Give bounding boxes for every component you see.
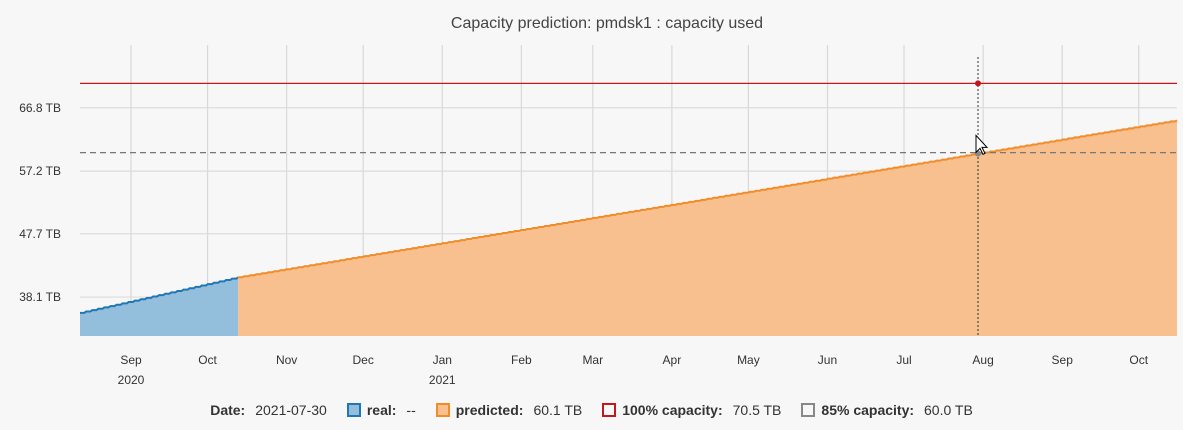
cursor-marker-capacity bbox=[975, 80, 982, 87]
legend-predicted[interactable]: predicted: 60.1 TB bbox=[435, 402, 583, 418]
x-tick-label: Jan bbox=[433, 353, 452, 367]
threshold-lines bbox=[80, 82, 1177, 154]
legend-real-label: real: bbox=[366, 402, 397, 418]
area-predicted bbox=[238, 120, 1177, 336]
hover-cursor bbox=[975, 57, 989, 336]
area-real bbox=[80, 277, 239, 336]
legend-cap85-value: 60.0 TB bbox=[924, 402, 973, 418]
mouse-pointer-icon bbox=[975, 134, 989, 156]
x-year-label: 2020 bbox=[118, 373, 145, 387]
x-tick-label: Apr bbox=[663, 353, 682, 367]
legend-real-swatch bbox=[346, 403, 361, 417]
legend-real-value: -- bbox=[406, 402, 416, 418]
legend-predicted-swatch bbox=[435, 403, 450, 417]
legend-cap85[interactable]: 85% capacity: 60.0 TB bbox=[801, 402, 973, 418]
legend-cap85-swatch bbox=[801, 403, 816, 417]
chart-title: Capacity prediction: pmdsk1 : capacity u… bbox=[451, 15, 763, 32]
y-tick-label: 38.1 TB bbox=[19, 290, 61, 304]
legend-cap100-value: 70.5 TB bbox=[732, 402, 782, 418]
legend-cap100-swatch bbox=[602, 403, 617, 417]
legend-predicted-label: predicted: bbox=[455, 402, 524, 418]
y-tick-label: 47.7 TB bbox=[19, 227, 61, 241]
x-tick-label: Feb bbox=[511, 353, 532, 367]
x-tick-label: Jul bbox=[896, 353, 911, 367]
x-tick-label: Nov bbox=[276, 353, 297, 367]
x-tick-label: Sep bbox=[120, 353, 142, 367]
legend-date-value: 2021-07-30 bbox=[255, 402, 327, 418]
line-real bbox=[80, 276, 239, 314]
legend-cap100-label: 100% capacity: bbox=[622, 402, 723, 418]
x-tick-label: May bbox=[737, 353, 760, 367]
y-tick-label: 57.2 TB bbox=[19, 164, 61, 178]
x-tick-label: Jun bbox=[818, 353, 837, 367]
legend-cap100[interactable]: 100% capacity: 70.5 TB bbox=[602, 402, 781, 418]
legend-cap85-label: 85% capacity: bbox=[821, 402, 915, 418]
x-tick-label: Aug bbox=[972, 353, 993, 367]
y-axis: 38.1 TB 47.7 TB 57.2 TB 66.8 TB bbox=[19, 101, 61, 304]
legend-real[interactable]: real: -- bbox=[346, 402, 416, 418]
x-tick-label: Mar bbox=[582, 353, 603, 367]
legend-predicted-value: 60.1 TB bbox=[533, 402, 583, 418]
legend-date-label: Date: bbox=[210, 402, 246, 418]
y-tick-label: 66.8 TB bbox=[19, 101, 61, 115]
x-axis: Sep 2020 Oct Nov Dec Jan 2021 Feb Mar Apr May Jun Ju… bbox=[118, 353, 1149, 387]
x-tick-label: Oct bbox=[198, 353, 217, 367]
series-areas bbox=[80, 119, 1178, 336]
x-tick-label: Dec bbox=[353, 353, 374, 367]
x-tick-label: Oct bbox=[1129, 353, 1148, 367]
legend-date: Date: 2021-07-30 bbox=[210, 402, 327, 418]
legend: Date: 2021-07-30 real: -- predicted: 60.… bbox=[0, 402, 1183, 418]
capacity-chart[interactable]: Capacity prediction: pmdsk1 : capacity u… bbox=[0, 0, 1183, 400]
x-tick-label: Sep bbox=[1052, 353, 1074, 367]
line-predicted bbox=[238, 119, 1178, 279]
x-year-label: 2021 bbox=[429, 373, 456, 387]
